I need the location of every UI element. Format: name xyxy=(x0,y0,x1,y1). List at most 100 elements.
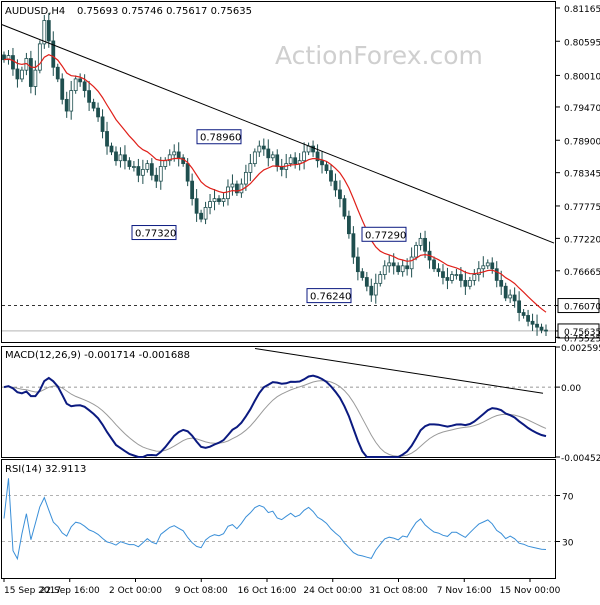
candle-body xyxy=(476,268,481,275)
candle-body xyxy=(418,237,423,246)
annotation-77290-label: 0.77290 xyxy=(365,230,406,241)
candle-body xyxy=(100,116,105,132)
x-tick-label: 7 Nov 16:00 xyxy=(437,586,492,596)
trendline xyxy=(1,24,555,244)
candle-body xyxy=(503,285,508,299)
candle-body xyxy=(55,66,60,80)
annotation-76240-box xyxy=(306,288,352,304)
candle-body xyxy=(387,262,392,267)
x-tick-label: 9 Oct 08:00 xyxy=(175,586,228,596)
candle-body xyxy=(535,323,539,328)
symbol-label: AUDUSD,H4 xyxy=(5,6,65,17)
candle-body xyxy=(158,166,163,182)
price-tag-box xyxy=(557,298,600,314)
y-tick-label: 0.81165 xyxy=(564,5,600,15)
candle-body xyxy=(235,183,239,194)
candle-body xyxy=(20,69,24,80)
annotation-78960-box xyxy=(196,129,242,145)
annotation-77320-label: 0.77320 xyxy=(135,229,176,240)
candle-body xyxy=(481,265,486,270)
candle-body xyxy=(248,163,253,173)
candle-body xyxy=(73,78,78,92)
candle-body xyxy=(360,271,365,278)
candle-body xyxy=(60,78,65,100)
candle-body xyxy=(163,160,168,167)
candle-body xyxy=(51,40,56,68)
candle-body xyxy=(91,101,96,109)
candle-body xyxy=(190,180,195,200)
rsi-tick-label: 70 xyxy=(562,493,574,503)
main-panel-frame xyxy=(1,1,556,343)
candle-body xyxy=(37,43,42,71)
x-tick-label: 16 Oct 16:00 xyxy=(238,586,297,596)
candle-body xyxy=(167,154,172,162)
candle-body xyxy=(302,151,307,162)
candle-body xyxy=(351,233,356,258)
candle-body xyxy=(423,237,427,252)
price-tag-box xyxy=(557,323,600,339)
candle-body xyxy=(414,244,418,258)
candle-body xyxy=(96,107,100,118)
candle-body xyxy=(212,198,217,202)
candle-body xyxy=(132,166,136,168)
candle-body xyxy=(530,320,535,325)
candle-body xyxy=(382,265,387,275)
candle-body xyxy=(42,20,47,45)
candle-body xyxy=(373,282,378,296)
candle-body xyxy=(499,280,504,287)
candle-body xyxy=(512,294,517,302)
y-tick-label: 0.77220 xyxy=(564,235,600,245)
annotation-77320-box xyxy=(131,225,177,241)
watermark: ActionForex.com xyxy=(275,41,483,70)
moving-average-line xyxy=(3,54,547,313)
y-tick-label: 0.80010 xyxy=(564,72,600,82)
candle-body xyxy=(329,170,333,182)
x-tick-label: 22 Sep 16:00 xyxy=(40,586,100,596)
x-tick-label: 24 Oct 00:00 xyxy=(303,586,362,596)
candle-body xyxy=(194,198,199,214)
candle-body xyxy=(391,262,396,267)
candle-body xyxy=(145,163,150,170)
y-tick-label: 0.80595 xyxy=(564,38,600,48)
candle-body xyxy=(544,329,548,332)
candle-body xyxy=(28,58,33,87)
candle-body xyxy=(136,166,141,176)
candle-body xyxy=(508,294,513,299)
rsi-title: RSI(14) 32.9113 xyxy=(5,464,86,475)
candle-body xyxy=(324,164,329,172)
candle-body xyxy=(109,145,114,153)
candle-body xyxy=(114,151,118,162)
candle-body xyxy=(405,265,410,270)
ohlc-label: 0.75693 0.75746 0.75617 0.75635 xyxy=(77,6,252,17)
candle-body xyxy=(11,55,15,70)
candle-body xyxy=(172,151,177,156)
candle-body xyxy=(154,174,159,182)
candle-body xyxy=(458,274,463,281)
candle-body xyxy=(82,81,87,92)
candle-body xyxy=(463,280,468,287)
candle-body xyxy=(526,315,530,322)
y-tick-label: 0.76070 xyxy=(564,303,600,313)
candle-body xyxy=(396,265,401,273)
candle-body xyxy=(517,300,522,313)
y-tick-label: 0.78345 xyxy=(564,170,600,180)
candle-body xyxy=(347,215,351,235)
candle-body xyxy=(409,256,414,270)
y-tick-label: 0.78900 xyxy=(564,137,600,147)
candle-body xyxy=(342,198,347,217)
candle-body xyxy=(338,189,342,200)
candle-body xyxy=(355,256,360,273)
candle-body xyxy=(127,160,132,167)
candle-body xyxy=(6,55,11,61)
candle-body xyxy=(378,274,383,284)
candle-body xyxy=(436,268,441,273)
macd-tick-label: 0.002595 xyxy=(561,344,600,354)
candle-body xyxy=(275,154,280,167)
candle-body xyxy=(432,259,436,270)
candle-body xyxy=(369,285,374,296)
y-tick-label: 0.75525 xyxy=(564,334,600,344)
candle-body xyxy=(221,198,226,202)
candle-body xyxy=(270,154,275,159)
